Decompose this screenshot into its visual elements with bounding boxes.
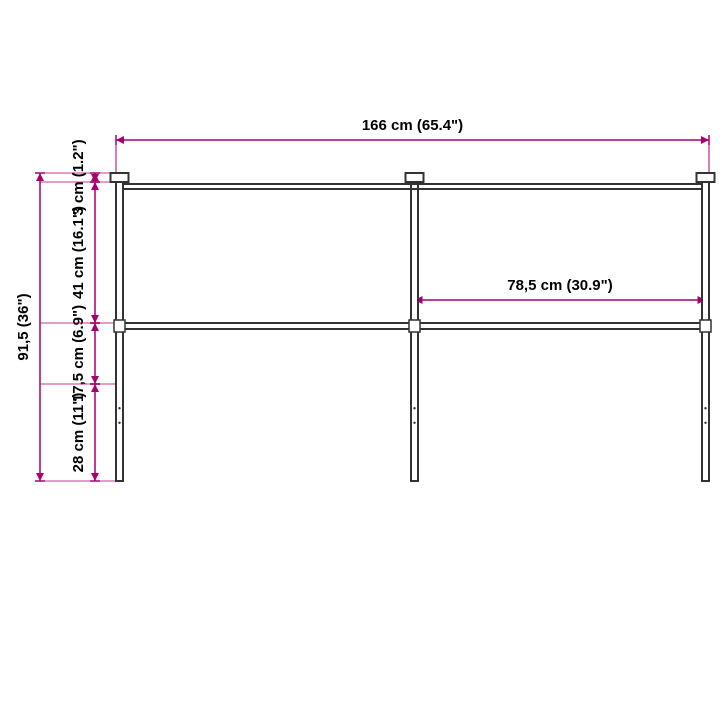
dim-upper-panel: 41 cm (16.1")	[70, 206, 87, 299]
dim-gap: 17,5 cm (6.9")	[70, 305, 87, 402]
dim-legs: 28 cm (11")	[70, 393, 87, 473]
dim-cap-height: 3 cm (1.2")	[70, 139, 87, 215]
dim-total-height: 91,5 (36")	[15, 293, 32, 360]
headboard-frame	[111, 173, 715, 481]
dim-half-width: 78,5 cm (30.9")	[507, 277, 613, 294]
dim-total-width: 166 cm (65.4")	[362, 117, 463, 134]
